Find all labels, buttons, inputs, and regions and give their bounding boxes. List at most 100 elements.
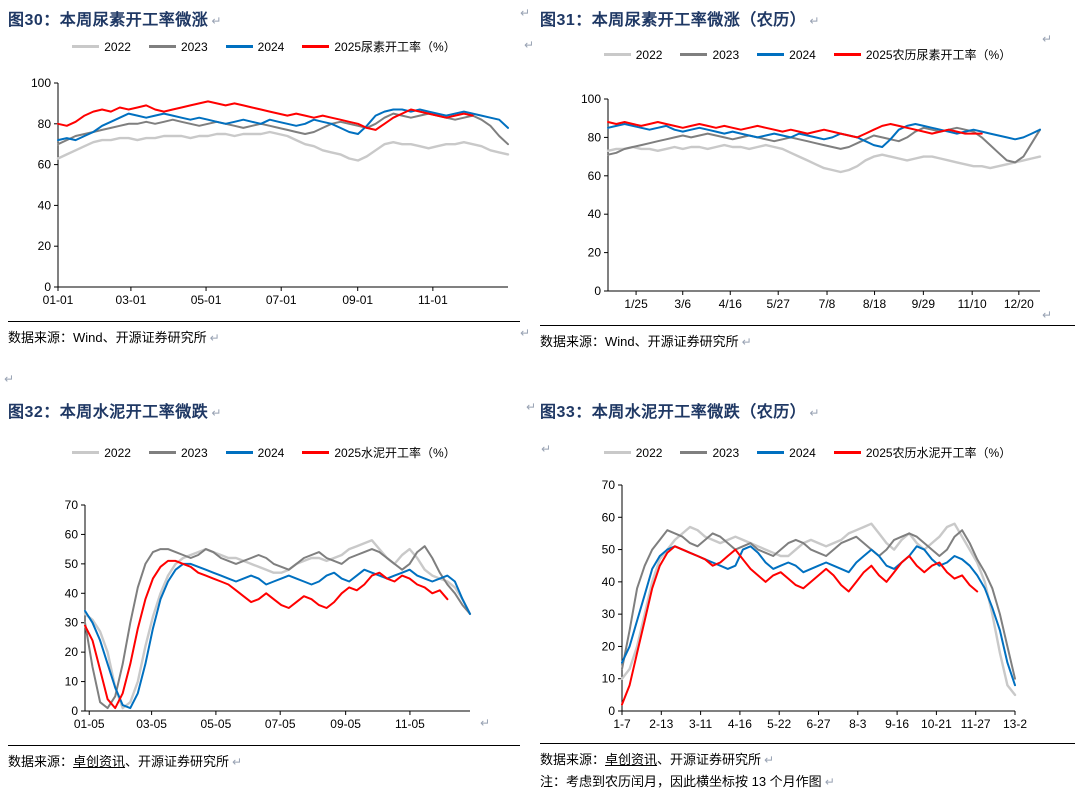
y-tick-label: 0 (594, 284, 601, 298)
y-tick-label: 70 (602, 478, 616, 492)
title-text: 图30：本周尿素开工率微涨 (8, 12, 209, 29)
legend-swatch-2023 (148, 451, 176, 454)
legend-label: 2024 (789, 445, 816, 460)
paragraph-mark: ↵ (526, 400, 537, 414)
x-tick-label: 07-01 (266, 293, 297, 307)
source-prefix: 数据来源： (540, 752, 606, 767)
series-line-2024 (621, 545, 1016, 687)
paragraph-mark: ↵ (520, 6, 531, 20)
legend-item: 2025农历尿素开工率（%） (833, 46, 1012, 63)
y-tick-label: 20 (588, 246, 602, 260)
footnote-text: 注：考虑到农历闰月，因此横坐标按 13 个月作图 (540, 774, 822, 789)
source-rest: Wind、开源证券研究所 (605, 334, 739, 349)
paragraph-mark: ↵ (764, 753, 775, 767)
figure-32-title: 图32：本周水泥开工率微跌 ↵ (8, 398, 520, 422)
y-tick-label: 0 (608, 704, 615, 718)
title-text: 图33：本周水泥开工率微跌（农历） (540, 404, 807, 421)
x-tick-label: 3-11 (689, 717, 712, 731)
legend-swatch-2023 (148, 45, 176, 48)
x-tick-label: 03-01 (116, 293, 147, 307)
x-tick-label: 7/8 (819, 297, 836, 311)
y-tick-label: 0 (71, 704, 78, 718)
y-tick-label: 100 (581, 92, 601, 106)
source-rest: Wind、开源证券研究所 (73, 330, 207, 345)
paragraph-mark: ↵ (211, 406, 222, 420)
paragraph-mark: ↵ (480, 716, 491, 730)
legend-item: 2025水泥开工率（%） (302, 444, 456, 461)
x-tick-label: 5-22 (767, 717, 791, 731)
figure-33-title: 图33：本周水泥开工率微跌（农历） ↵ (540, 398, 1075, 422)
y-tick-label: 20 (602, 639, 616, 653)
legend-label: 2025农历尿素开工率（%） (865, 48, 1012, 62)
x-tick-label: 10-21 (921, 717, 952, 731)
x-tick-label: 05-05 (201, 717, 232, 731)
legend-item: 2025尿素开工率（%） (302, 38, 456, 55)
x-tick-label: 6-27 (806, 717, 830, 731)
legend-swatch-2024 (225, 451, 253, 454)
title-text: 图31：本周尿素开工率微涨（农历） (540, 12, 807, 29)
legend-label: 2022 (635, 445, 663, 460)
y-tick-label: 60 (38, 158, 52, 172)
series-line-2025 (57, 100, 474, 131)
x-tick-label: 5/27 (767, 297, 791, 311)
series-line-2024 (607, 123, 1041, 148)
series-line-2024 (84, 562, 471, 710)
legend-label: 2025农历水泥开工率（%） (865, 446, 1012, 460)
y-tick-label: 50 (602, 543, 616, 557)
legend-swatch-2024 (225, 45, 253, 48)
figure-31-panel: 图31：本周尿素开工率微涨（农历） ↵ 2022 2023 2024 2025农历尿素开… (540, 6, 1075, 350)
legend-label: 2023 (712, 47, 740, 62)
y-tick-label: 60 (588, 169, 602, 183)
y-tick-label: 10 (65, 675, 79, 689)
source-link[interactable]: 卓创资讯 (73, 754, 126, 769)
figure-32-plot: 0 10 20 30 40 50 60 70 01-05 03-05 05-05 07-05 09-05… (8, 469, 520, 737)
divider-line (540, 743, 1075, 744)
x-tick-label: 01-05 (74, 717, 105, 731)
legend-swatch-2022 (72, 45, 100, 48)
divider-line (540, 325, 1075, 326)
legend-swatch-2025 (302, 451, 330, 454)
x-tick-label: 11/10 (958, 297, 987, 311)
legend-label: 2023 (180, 39, 208, 54)
legend-label: 2023 (180, 445, 208, 460)
legend-swatch-2025 (833, 53, 861, 56)
x-tick-label: 07-05 (265, 717, 296, 731)
paragraph-mark: ↵ (524, 38, 535, 52)
legend-swatch-2022 (603, 451, 631, 454)
figure-30-title: 图30：本周尿素开工率微涨 ↵ (8, 6, 520, 30)
legend-item: 2023 (148, 39, 208, 54)
paragraph-mark: ↵ (232, 755, 243, 769)
y-tick-label: 20 (38, 239, 52, 253)
series-line-2023 (57, 112, 509, 146)
title-text: 图32：本周水泥开工率微跌 (8, 404, 209, 421)
figure-33-plot: 0 10 20 30 40 50 60 70 1-7 2-13 3-11 4-16 5-22 6-27 8-… (540, 467, 1075, 737)
figure-31-plot: 0 20 40 60 80 100 1/25 3/6 4/16 5/27 7/8 8/18 9/29 11… (540, 69, 1075, 317)
y-tick-label: 80 (588, 130, 602, 144)
x-tick-label: 01-01 (43, 293, 74, 307)
figure-32-panel: 图32：本周水泥开工率微跌 ↵ 2022 2023 2024 2025水泥开工率（%） … (8, 398, 520, 770)
chart-canvas: 0 10 20 30 40 50 60 70 1-7 2-13 3-11 4-16 5-22 6-27 8-… (602, 478, 1028, 731)
series-line-2022 (83, 539, 472, 710)
x-tick-label: 11-01 (418, 293, 448, 307)
y-tick-label: 40 (602, 575, 616, 589)
legend-item: 2023 (148, 445, 208, 460)
source-prefix: 数据来源： (8, 754, 74, 769)
series-line-2023 (84, 545, 471, 710)
figure-33-legend: 2022 2023 2024 2025农历水泥开工率（%） (540, 444, 1075, 461)
legend-item: 2022 (603, 48, 662, 62)
source-link[interactable]: 卓创资讯 (605, 752, 658, 767)
legend-swatch-2022 (72, 451, 100, 454)
legend-swatch-2024 (757, 53, 785, 56)
x-tick-label: 11-05 (395, 717, 425, 731)
series-line-2025 (621, 545, 979, 706)
x-tick-label: 8/18 (863, 297, 887, 311)
x-tick-label: 05-01 (191, 293, 222, 307)
legend-item: 2024 (757, 48, 816, 62)
divider-line (8, 321, 520, 322)
legend-label: 2025水泥开工率（%） (334, 446, 456, 460)
x-tick-label: 8-3 (849, 717, 867, 731)
x-tick-label: 11-27 (961, 717, 991, 731)
figure-30-plot: 0 20 40 60 80 100 01-01 03-01 05-01 07-01 09-01 11-… (8, 61, 520, 313)
legend-label: 2024 (257, 39, 285, 54)
y-tick-label: 60 (602, 510, 616, 524)
